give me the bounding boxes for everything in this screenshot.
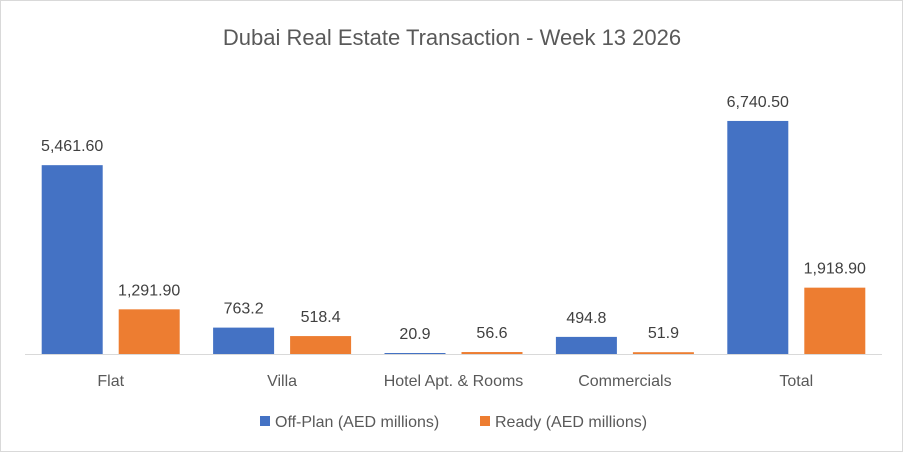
data-label: 6,740.50 bbox=[727, 94, 789, 111]
data-label: 763.2 bbox=[224, 301, 264, 318]
legend-swatch bbox=[260, 416, 270, 426]
bar-ready bbox=[804, 287, 866, 354]
data-label: 1,291.90 bbox=[118, 282, 180, 299]
data-label: 5,461.60 bbox=[41, 138, 103, 155]
x-tick-label: Hotel Apt. & Rooms bbox=[384, 373, 524, 390]
data-label: 51.9 bbox=[648, 325, 679, 342]
x-tick-label: Villa bbox=[267, 373, 297, 390]
bar-ready bbox=[461, 352, 523, 354]
legend-label: Off-Plan (AED millions) bbox=[275, 414, 439, 431]
bar-ready bbox=[290, 336, 352, 354]
x-tick-label: Commercials bbox=[578, 373, 671, 390]
bar-ready bbox=[632, 352, 694, 354]
bar-off-plan bbox=[555, 336, 617, 354]
data-label: 20.9 bbox=[399, 326, 430, 343]
bar-ready bbox=[118, 309, 180, 354]
data-label: 1,918.90 bbox=[804, 261, 866, 278]
bar-off-plan bbox=[384, 353, 446, 354]
legend-swatch bbox=[480, 416, 490, 426]
data-label: 518.4 bbox=[301, 309, 341, 326]
x-tick-label: Total bbox=[779, 373, 813, 390]
bar-off-plan bbox=[727, 120, 789, 355]
data-label: 56.6 bbox=[476, 325, 507, 342]
x-tick-label: Flat bbox=[97, 373, 124, 390]
legend: Off-Plan (AED millions) Ready (AED millio… bbox=[260, 414, 647, 431]
legend-label: Ready (AED millions) bbox=[495, 414, 647, 431]
bar-off-plan bbox=[41, 165, 103, 354]
chart-title: Dubai Real Estate Transaction - Week 13 … bbox=[223, 25, 681, 50]
bar-off-plan bbox=[213, 327, 275, 354]
data-label: 494.8 bbox=[566, 310, 606, 327]
